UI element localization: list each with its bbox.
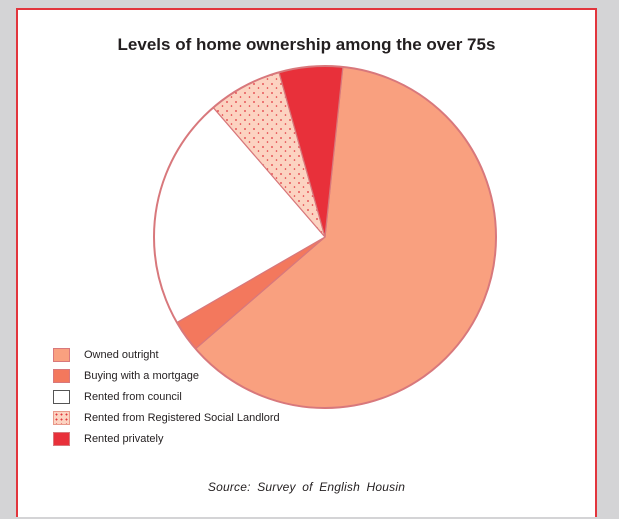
legend-swatch [53, 431, 70, 446]
legend-label: Rented privately [84, 432, 164, 445]
legend-label: Buying with a mortgage [84, 369, 199, 382]
chart-panel: Levels of home ownership among the over … [16, 8, 597, 517]
legend-swatch [53, 347, 70, 362]
legend-item: Rented from Registered Social Landlord [53, 407, 280, 428]
pie-outline [153, 65, 497, 409]
source-note: Source: Survey of English Housin [207, 480, 406, 494]
legend-swatch [53, 389, 70, 404]
legend-item: Rented from council [53, 386, 280, 407]
legend: Owned outright Buying with a mortgage Rent… [53, 344, 280, 449]
pie-chart [153, 65, 497, 409]
legend-label: Owned outright [84, 348, 159, 361]
legend-swatch [53, 368, 70, 383]
legend-item: Owned outright [53, 344, 280, 365]
pie-slices [153, 65, 497, 409]
legend-item: Rented privately [53, 428, 280, 449]
chart-title: Levels of home ownership among the over … [117, 35, 496, 54]
legend-label: Rented from council [84, 390, 182, 403]
legend-swatch [53, 410, 70, 425]
legend-label: Rented from Registered Social Landlord [84, 411, 280, 424]
legend-item: Buying with a mortgage [53, 365, 280, 386]
